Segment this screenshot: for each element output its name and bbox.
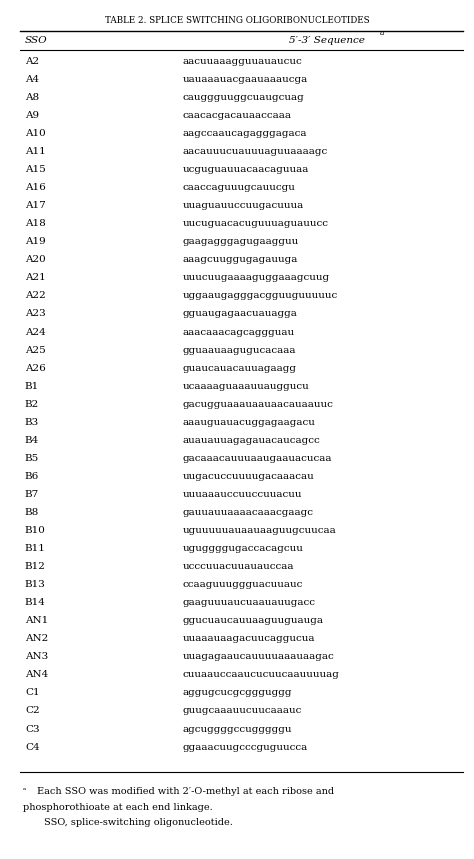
Text: A24: A24 (25, 327, 46, 337)
Text: A16: A16 (25, 183, 46, 192)
Text: aaagcuuggugagauuga: aaagcuuggugagauuga (183, 255, 298, 265)
Text: B10: B10 (25, 526, 46, 535)
Text: A17: A17 (25, 201, 46, 210)
Text: B14: B14 (25, 598, 46, 607)
Text: A4: A4 (25, 75, 39, 84)
Text: A19: A19 (25, 237, 46, 247)
Text: C1: C1 (25, 688, 39, 698)
Text: uuucuugaaaaguggaaagcuug: uuucuugaaaaguggaaagcuug (183, 273, 330, 283)
Text: guaucauacauuagaagg: guaucauacauuagaagg (183, 363, 297, 373)
Text: ucguguauuacaacaguuaa: ucguguauuacaacaguuaa (183, 165, 309, 174)
Text: A21: A21 (25, 273, 46, 283)
Text: B7: B7 (25, 490, 39, 499)
Text: AN3: AN3 (25, 652, 48, 661)
Text: A25: A25 (25, 345, 46, 355)
Text: B8: B8 (25, 508, 39, 517)
Text: A11: A11 (25, 147, 46, 156)
Text: aaauguauacuggagaagacu: aaauguauacuggagaagacu (183, 417, 316, 427)
Text: uauaaauacgaauaaaucga: uauaaauacgaauaaaucga (183, 75, 308, 84)
Text: ucaaaaguaaauuauggucu: ucaaaaguaaauuauggucu (183, 381, 310, 391)
Text: B1: B1 (25, 381, 39, 391)
Text: aacauuucuauuuaguuaaaagc: aacauuucuauuuaguuaaaagc (183, 147, 328, 156)
Text: agcuggggccugggggu: agcuggggccugggggu (183, 724, 292, 734)
Text: A2: A2 (25, 57, 39, 66)
Text: AN2: AN2 (25, 634, 48, 643)
Text: C2: C2 (25, 706, 39, 716)
Text: uguuuuuauaauaaguugcuucaa: uguuuuuauaauaaguugcuucaa (183, 526, 337, 535)
Text: gaagagggagugaagguu: gaagagggagugaagguu (183, 237, 299, 247)
Text: Each SSO was modified with 2′-O-methyl at each ribose and: Each SSO was modified with 2′-O-methyl a… (36, 788, 334, 796)
Text: B6: B6 (25, 472, 39, 481)
Text: uuagagaaucauuuuaaauaagac: uuagagaaucauuuuaaauaagac (183, 652, 335, 661)
Text: A8: A8 (25, 93, 39, 102)
Text: SSO, splice-switching oligonucleotide.: SSO, splice-switching oligonucleotide. (44, 819, 233, 827)
Text: ggaaacuugcccguguucca: ggaaacuugcccguguucca (183, 742, 308, 752)
Text: 5′-3′ Sequence: 5′-3′ Sequence (289, 36, 365, 46)
Text: B3: B3 (25, 417, 39, 427)
Text: caacacgacauaaccaaa: caacacgacauaaccaaa (183, 111, 292, 120)
Text: uugacuccuuuugacaaacau: uugacuccuuuugacaaacau (183, 472, 315, 481)
Text: a: a (380, 29, 384, 37)
Text: ggucuaucauuaaguuguauga: ggucuaucauuaaguuguauga (183, 616, 324, 625)
Text: B13: B13 (25, 580, 46, 589)
Text: C3: C3 (25, 724, 39, 734)
Text: gguaugagaacuauagga: gguaugagaacuauagga (183, 309, 298, 319)
Text: uuuaaauccuuccuuacuu: uuuaaauccuuccuuacuu (183, 490, 302, 499)
Text: uuaaauaagacuucaggucua: uuaaauaagacuucaggucua (183, 634, 315, 643)
Text: A23: A23 (25, 309, 46, 319)
Text: A26: A26 (25, 363, 46, 373)
Text: caaccaguuugcauucgu: caaccaguuugcauucgu (183, 183, 296, 192)
Text: aggugcucgcggguggg: aggugcucgcggguggg (183, 688, 292, 698)
Text: gaaguuuaucuaauauugacc: gaaguuuaucuaauauugacc (183, 598, 316, 607)
Text: ucccuuacuuauauccaa: ucccuuacuuauauccaa (183, 562, 294, 571)
Text: A22: A22 (25, 291, 46, 301)
Text: C4: C4 (25, 742, 39, 752)
Text: A9: A9 (25, 111, 39, 120)
Text: B12: B12 (25, 562, 46, 571)
Text: B5: B5 (25, 454, 39, 463)
Text: A18: A18 (25, 219, 46, 228)
Text: gacugguaaauaauaacauaauuc: gacugguaaauaauaacauaauuc (183, 399, 334, 409)
Text: guugcaaauucuucaaauc: guugcaaauucuucaaauc (183, 706, 302, 716)
Text: phosphorothioate at each end linkage.: phosphorothioate at each end linkage. (23, 803, 212, 812)
Text: gauuauuaaaacaaacgaagc: gauuauuaaaacaaacgaagc (183, 508, 314, 517)
Text: cuuaauccaaucucuucaauuuuag: cuuaauccaaucucuucaauuuuag (183, 670, 340, 679)
Text: uguggggugaccacagcuu: uguggggugaccacagcuu (183, 544, 304, 553)
Text: gguaauaagugucacaaa: gguaauaagugucacaaa (183, 345, 296, 355)
Text: ᵃ: ᵃ (23, 788, 26, 795)
Text: ccaaguuuggguacuuauc: ccaaguuuggguacuuauc (183, 580, 303, 589)
Text: uuaguauuccuugacuuua: uuaguauuccuugacuuua (183, 201, 304, 210)
Text: B4: B4 (25, 436, 39, 445)
Text: cauggguuggcuaugcuag: cauggguuggcuaugcuag (183, 93, 305, 102)
Text: AN1: AN1 (25, 616, 48, 625)
Text: A20: A20 (25, 255, 46, 265)
Text: auauauuagagauacaucagcc: auauauuagagauacaucagcc (183, 436, 320, 445)
Text: A10: A10 (25, 129, 46, 138)
Text: SSO: SSO (25, 36, 47, 46)
Text: B11: B11 (25, 544, 46, 553)
Text: aacuuaaagguuauaucuc: aacuuaaagguuauaucuc (183, 57, 302, 66)
Text: TABLE 2. SPLICE SWITCHING OLIGORIBONUCLEOTIDES: TABLE 2. SPLICE SWITCHING OLIGORIBONUCLE… (105, 15, 369, 25)
Text: AN4: AN4 (25, 670, 48, 679)
Text: uucuguacacuguuuaguauucc: uucuguacacuguuuaguauucc (183, 219, 329, 228)
Text: A15: A15 (25, 165, 46, 174)
Text: uggaaugagggacgguuguuuuuc: uggaaugagggacgguuguuuuuc (183, 291, 338, 301)
Text: aagccaaucagagggagaca: aagccaaucagagggagaca (183, 129, 307, 138)
Text: gacaaacauuuaaugaauacucaa: gacaaacauuuaaugaauacucaa (183, 454, 332, 463)
Text: aaacaaacagcaggguau: aaacaaacagcaggguau (183, 327, 295, 337)
Text: B2: B2 (25, 399, 39, 409)
